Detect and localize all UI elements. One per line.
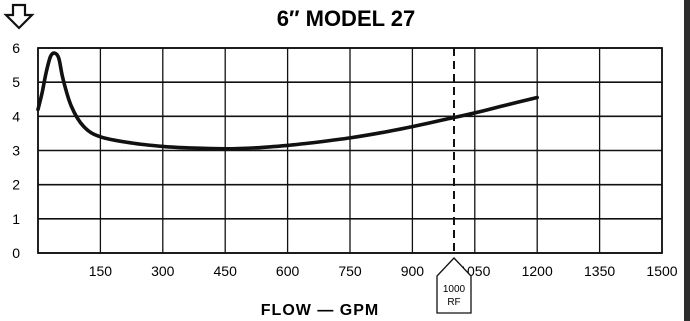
y-tick-label: 3 [12,143,20,159]
chart-grid [37,47,663,254]
y-axis-ticks: 0 1 2 3 4 5 6 [12,40,20,261]
x-tick-label: 150 [89,263,113,279]
x-tick-label: 600 [276,263,300,279]
plot-frame [37,47,663,254]
y-tick-label: 0 [12,245,20,261]
y-tick-label: 5 [12,74,20,90]
y-tick-label: 1 [12,211,20,227]
x-tick-label: 750 [338,263,362,279]
rated-flow-marker: 1000 RF [436,257,472,314]
y-tick-label: 4 [12,108,20,124]
rated-flow-value-label: 1000 [443,284,466,295]
x-axis-ticks: 150 300 450 600 750 900 1050 1200 1350 1500 [89,263,678,279]
x-tick-label: 1500 [646,263,677,279]
x-tick-label: 300 [151,263,175,279]
series-line [36,51,539,151]
x-axis-label: FLOW — GPM [261,302,379,319]
x-tick-label: 1200 [522,263,553,279]
y-tick-label: 6 [12,40,20,56]
rated-flow-marker-shape [436,257,472,314]
y-tick-label: 2 [12,177,20,193]
x-tick-label: 1350 [584,263,615,279]
page-edge-strip [684,0,690,321]
down-arrow-outline-icon [3,3,35,30]
x-tick-label: 450 [214,263,238,279]
chart-title: 6″ MODEL 27 [277,6,416,31]
x-tick-label: 900 [401,263,425,279]
rated-flow-rf-label: RF [447,297,460,308]
